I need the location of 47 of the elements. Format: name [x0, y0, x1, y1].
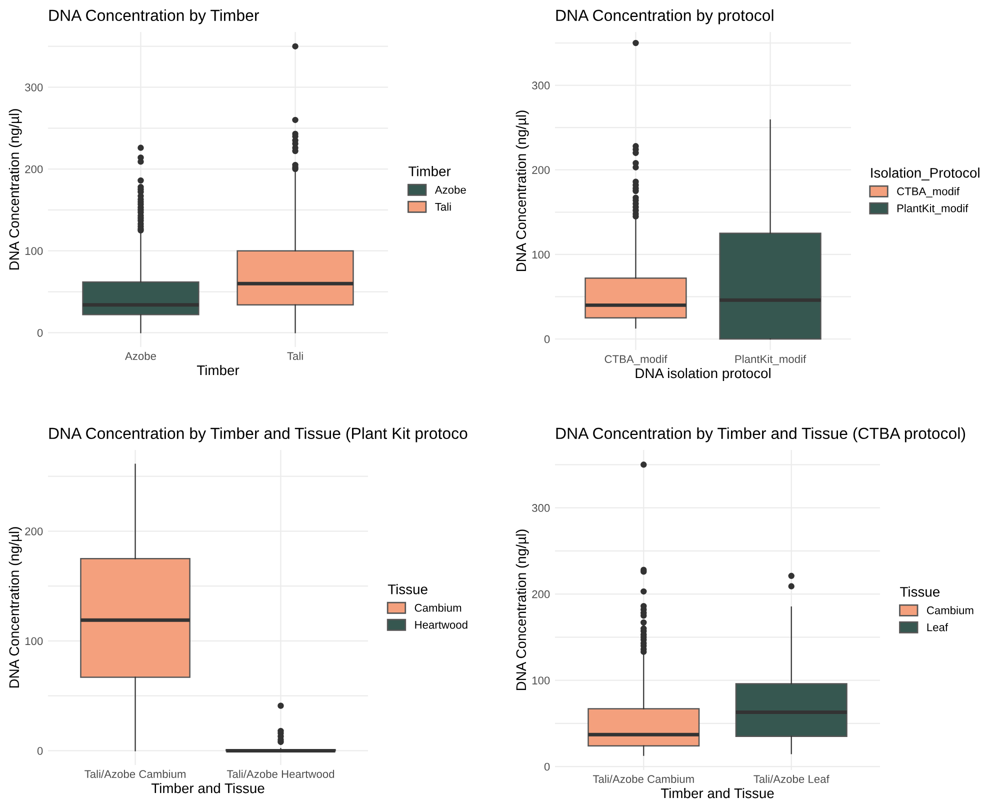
y-tick-label: 100	[532, 250, 550, 259]
y-axis-title: DNA Concentration (ng/µl)	[516, 530, 529, 690]
y-tick-label: 0	[37, 328, 43, 337]
legend-label: Azobe	[434, 186, 466, 194]
chart-title: DNA Concentration by Timber and Tissue (CTBA protocol)	[556, 427, 966, 442]
x-axis-title: Timber	[196, 364, 240, 376]
x-tick-label: Azobe	[125, 352, 156, 360]
y-axis-title: DNA Concentration (ng/µl)	[8, 109, 22, 270]
legend-label: Cambium	[414, 604, 462, 612]
x-axis-title: DNA isolation protocol	[636, 368, 770, 381]
y-tick-label: 100	[25, 637, 43, 646]
legend-title: Timber	[408, 166, 451, 176]
x-tick-label: Tali/Azobe Heartwood	[226, 770, 334, 778]
x-tick-label: CTBA_modif	[604, 354, 668, 366]
y-tick-label: 200	[25, 165, 43, 174]
y-tick-label: 200	[532, 166, 550, 174]
y-tick-label: 300	[532, 82, 550, 90]
x-tick-label: Tali/Azobe Leaf	[754, 774, 830, 784]
y-tick-label: 200	[532, 590, 550, 598]
y-tick-label: 100	[532, 676, 550, 684]
x-axis-title: Timber and Tissue	[660, 788, 774, 798]
legend-title: Isolation_Protocol	[871, 168, 980, 180]
x-tick-label: Tali/Azobe Cambium	[592, 774, 694, 784]
chart-title: DNA Concentration by Timber	[49, 9, 260, 24]
legend-title: Tissue	[900, 586, 940, 597]
legend-label: Leaf	[927, 623, 948, 632]
y-tick-label: 0	[544, 335, 550, 344]
x-axis-title: Timber and Tissue	[151, 782, 264, 794]
legend-label: Heartwood	[415, 620, 468, 629]
y-axis-title: DNA Concentration (ng/µl)	[8, 527, 22, 688]
y-tick-label: 0	[544, 762, 550, 771]
legend-label: PlantKit_modif	[897, 204, 968, 214]
x-tick-label: Tali/Azobe Cambium	[84, 770, 186, 778]
chart-title: DNA Concentration by Timber and Tissue (Plant Kit protoco	[49, 427, 468, 442]
x-tick-label: PlantKit_modif	[735, 354, 806, 366]
legend-title: Tissue	[388, 584, 428, 594]
legend-label: CTBA_modif	[897, 187, 960, 198]
legend-label: Tali	[435, 202, 451, 211]
y-tick-label: 0	[37, 747, 43, 755]
legend-label: Cambium	[926, 606, 974, 614]
y-tick-label: 300	[532, 504, 550, 512]
y-tick-label: 200	[25, 527, 43, 536]
x-tick-label: Tali	[287, 352, 303, 360]
chart-title: DNA Concentration by protocol	[556, 9, 774, 24]
y-tick-label: 300	[25, 83, 43, 92]
y-axis-title: DNA Concentration (ng/µl)	[516, 110, 529, 272]
y-tick-label: 100	[25, 247, 43, 255]
